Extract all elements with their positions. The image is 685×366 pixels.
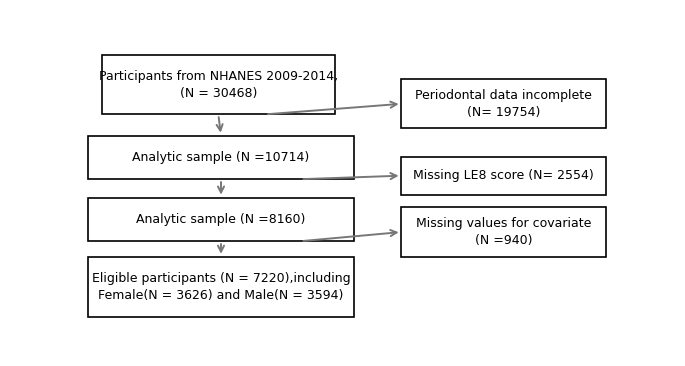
Text: Missing values for covariate
(N =940): Missing values for covariate (N =940) (416, 217, 591, 247)
Text: Missing LE8 score (N= 2554): Missing LE8 score (N= 2554) (413, 169, 594, 182)
Text: Analytic sample (N =10714): Analytic sample (N =10714) (132, 151, 310, 164)
Text: Periodontal data incomplete
(N= 19754): Periodontal data incomplete (N= 19754) (415, 89, 592, 119)
Text: Participants from NHANES 2009-2014,
(N = 30468): Participants from NHANES 2009-2014, (N =… (99, 70, 338, 100)
FancyBboxPatch shape (88, 135, 353, 179)
Text: Analytic sample (N =8160): Analytic sample (N =8160) (136, 213, 306, 226)
FancyBboxPatch shape (88, 257, 353, 317)
FancyBboxPatch shape (401, 208, 606, 257)
Text: Eligible participants (N = 7220),including
Female(N = 3626) and Male(N = 3594): Eligible participants (N = 7220),includi… (92, 272, 350, 302)
FancyBboxPatch shape (101, 55, 335, 114)
FancyBboxPatch shape (401, 79, 606, 128)
FancyBboxPatch shape (401, 157, 606, 195)
FancyBboxPatch shape (88, 198, 353, 241)
